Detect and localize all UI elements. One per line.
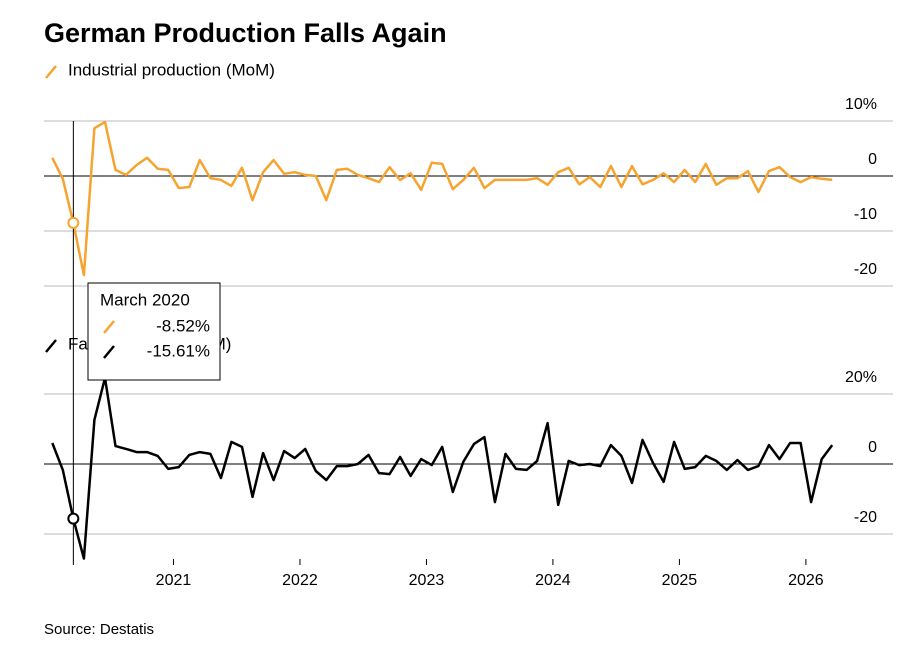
tooltip-value: -15.61%	[147, 341, 210, 360]
y-tick-label: 0	[868, 151, 877, 168]
y-tick-label: -10	[854, 206, 877, 223]
hover-marker	[67, 216, 80, 229]
x-tick-label: 2021	[156, 572, 192, 589]
x-tick-label: 2026	[788, 572, 824, 589]
tooltip-box	[87, 282, 221, 381]
x-tick-label: 2022	[282, 572, 318, 589]
tooltip-swatch	[103, 320, 115, 334]
y-tick-label: -20	[854, 261, 877, 278]
tooltip-title: March 2020	[100, 290, 190, 309]
hover-marker	[67, 512, 80, 525]
series-line	[51, 120, 833, 277]
x-tick-label: 2023	[409, 572, 445, 589]
legend-label: Industrial production (MoM)	[68, 60, 275, 79]
legend-swatch	[45, 339, 57, 353]
source: Source: Destatis	[44, 621, 154, 638]
y-tick-label: -20	[854, 509, 877, 526]
legend-swatch	[45, 65, 57, 79]
tooltip-swatch	[103, 345, 115, 359]
tooltip-value: -8.52%	[156, 316, 210, 335]
x-tick-label: 2024	[535, 572, 571, 589]
tooltip: March 2020 -8.52% -15.61%	[87, 282, 221, 381]
y-tick-label: 10%	[845, 96, 877, 113]
y-tick-label: 20%	[845, 369, 877, 386]
y-tick-label: 0	[868, 439, 877, 456]
x-tick-label: 2025	[662, 572, 698, 589]
chart-title: German Production Falls Again	[44, 18, 447, 48]
series-line	[51, 376, 834, 560]
